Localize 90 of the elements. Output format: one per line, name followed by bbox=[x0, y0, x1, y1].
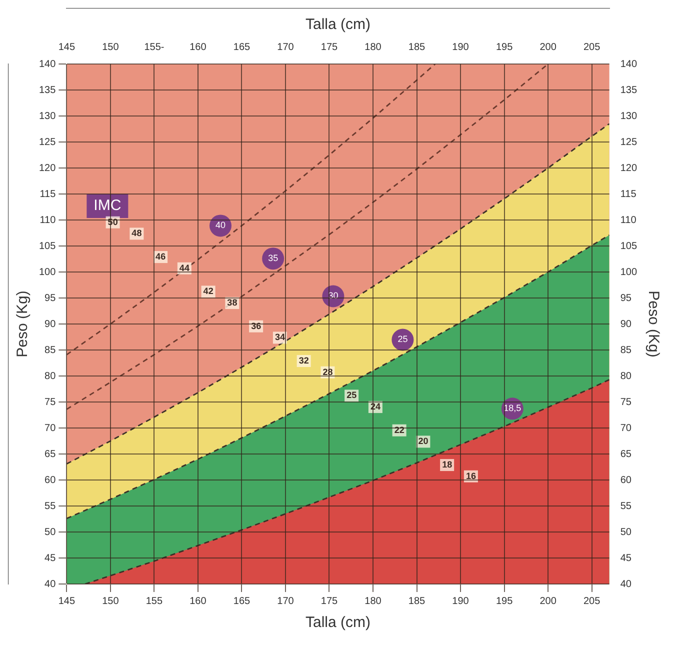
y-tick-label: 65 bbox=[44, 448, 56, 460]
y2-tick-label: 120 bbox=[620, 162, 638, 174]
x-tick-label: 165 bbox=[233, 596, 251, 607]
y2-tick-label: 115 bbox=[620, 188, 637, 200]
series-label: 18,5 bbox=[504, 403, 522, 414]
y2-tick-label: 125 bbox=[620, 136, 638, 148]
y-tick-label: 85 bbox=[44, 344, 56, 356]
y2-tick-label: 90 bbox=[620, 318, 632, 330]
x2-tick-label: 165 bbox=[233, 42, 251, 53]
y-axis-title: Peso (Kg) bbox=[14, 290, 32, 358]
y-tick-label: 105 bbox=[38, 240, 56, 252]
x-tick-label: 150 bbox=[102, 596, 120, 607]
y-tick-label: 115 bbox=[40, 188, 56, 200]
y-tick-label: 75 bbox=[44, 396, 56, 408]
x-tick-label: 155 bbox=[146, 596, 163, 607]
x-tick-label: 195 bbox=[496, 596, 514, 607]
x2-tick-label: 205 bbox=[583, 42, 601, 53]
annotation: 38 bbox=[227, 298, 238, 308]
y2-tick-label: 70 bbox=[620, 422, 632, 434]
x2-tick-label: 145 bbox=[58, 42, 76, 53]
annotation: 46 bbox=[156, 252, 166, 262]
x2-tick-label: 155- bbox=[144, 42, 164, 53]
x2-tick-label: 200 bbox=[540, 42, 557, 53]
annotation: 20 bbox=[418, 436, 428, 446]
series-label: 40 bbox=[215, 220, 226, 230]
annotation: 18 bbox=[442, 460, 452, 470]
y-tick-label: 90 bbox=[44, 318, 56, 330]
x-tick-label: 145 bbox=[58, 596, 76, 607]
y-tick-label: 55 bbox=[44, 500, 56, 512]
y2-tick-label: 75 bbox=[620, 396, 632, 408]
x2-tick-label: 190 bbox=[452, 42, 470, 53]
annotation: 42 bbox=[203, 286, 214, 296]
y2-tick-label: 140 bbox=[620, 58, 638, 70]
y-tick-label: 130 bbox=[38, 110, 56, 122]
series-label: 30 bbox=[328, 290, 338, 301]
series-label: 25 bbox=[346, 390, 357, 400]
y-tick-label: 120 bbox=[38, 162, 56, 174]
y-tick-label: 100 bbox=[38, 266, 56, 278]
y-tick-label: 70 bbox=[44, 422, 56, 434]
y-tick-label: 125 bbox=[38, 136, 56, 148]
x2-tick-label: 195 bbox=[496, 42, 514, 53]
x-tick-label: 205 bbox=[583, 596, 601, 607]
annotation: IMC bbox=[94, 197, 122, 214]
x-tick-label: 190 bbox=[452, 596, 470, 607]
y2-tick-label: 50 bbox=[620, 526, 632, 538]
annotation: 48 bbox=[132, 228, 142, 238]
x-tick-label: 170 bbox=[277, 596, 294, 607]
y2-tick-label: 95 bbox=[620, 292, 632, 304]
y2-tick-label: 65 bbox=[620, 448, 632, 460]
x-tick-label: 180 bbox=[364, 596, 382, 607]
x2-tick-label: 175 bbox=[320, 42, 338, 53]
y-tick-label: 80 bbox=[44, 370, 56, 382]
x-tick-label: 200 bbox=[540, 596, 557, 607]
annotation: 25 bbox=[398, 334, 408, 344]
y2-tick-label: 80 bbox=[620, 370, 632, 382]
y-tick-label: 45 bbox=[44, 552, 56, 564]
annotation: 16 bbox=[466, 470, 476, 481]
y-tick-label: 50 bbox=[44, 526, 56, 538]
y-tick-label: 40 bbox=[44, 578, 56, 590]
annotation: 34 bbox=[274, 332, 285, 342]
x2-tick-label: 150 bbox=[102, 42, 120, 53]
y2-tick-label: 100 bbox=[620, 266, 638, 278]
y2-tick-label: 110 bbox=[620, 214, 637, 226]
x-tick-label: 175 bbox=[320, 596, 338, 607]
y2-tick-label: 135 bbox=[620, 84, 638, 96]
line-series bbox=[66, 64, 436, 356]
x-tick-label: 185 bbox=[408, 596, 426, 607]
x2-tick-label: 160 bbox=[190, 42, 207, 53]
series-label: 35 bbox=[268, 253, 278, 264]
x-axis-title: Talla (cm) bbox=[305, 614, 371, 632]
x2-axis-title: Talla (cm) bbox=[305, 16, 371, 34]
x-tick-label: 160 bbox=[190, 596, 207, 607]
y-tick-label: 140 bbox=[38, 58, 56, 70]
y-tick-label: 110 bbox=[40, 214, 56, 226]
y-tick-label: 60 bbox=[44, 474, 56, 486]
y2-tick-label: 85 bbox=[620, 344, 632, 356]
y2-axis-title: Peso (Kg) bbox=[644, 290, 662, 358]
y2-tick-label: 105 bbox=[620, 240, 638, 252]
x2-tick-label: 180 bbox=[364, 42, 382, 53]
x2-tick-label: 185 bbox=[408, 42, 426, 53]
x2-tick-label: 170 bbox=[277, 42, 294, 53]
annotation: 44 bbox=[179, 262, 190, 273]
y2-tick-label: 60 bbox=[620, 474, 632, 486]
annotation: 32 bbox=[298, 356, 309, 366]
y2-tick-label: 45 bbox=[620, 552, 632, 564]
y2-tick-label: 40 bbox=[620, 578, 632, 590]
y-tick-label: 135 bbox=[38, 84, 56, 96]
y2-tick-label: 130 bbox=[620, 110, 638, 122]
y2-tick-label: 55 bbox=[620, 500, 632, 512]
y-tick-label: 95 bbox=[44, 292, 56, 304]
